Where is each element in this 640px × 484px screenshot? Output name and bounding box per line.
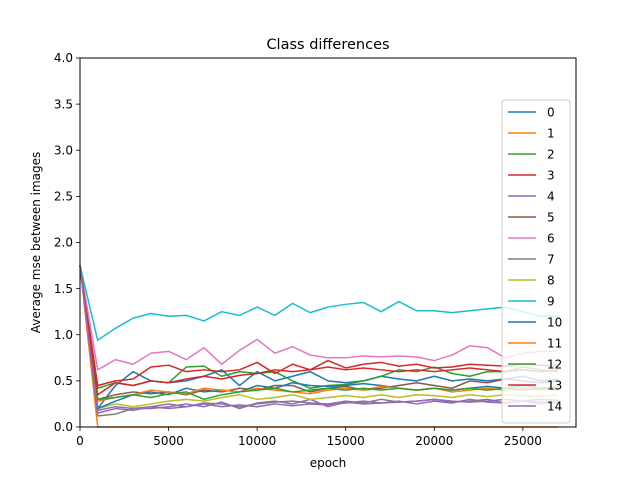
y-axis-label: Average mse between images	[29, 152, 43, 334]
series-line-12	[79, 265, 559, 401]
chart-title: Class differences	[266, 37, 389, 53]
y-tick-label: 4.0	[54, 51, 73, 65]
series-line-9	[79, 265, 559, 342]
legend-label-7: 7	[547, 253, 555, 267]
y-axis-ticks: 0.0 0.5 1.0 1.5 2.0 2.5 3.0 3.5 4.0	[54, 51, 80, 434]
series-line-7	[79, 265, 559, 417]
x-tick-label: 20000	[415, 434, 453, 448]
legend-label-10: 10	[547, 316, 562, 330]
legend-label-2: 2	[547, 148, 555, 162]
series-line-8	[79, 265, 559, 410]
legend-label-13: 13	[547, 379, 562, 393]
series-line-14	[79, 265, 559, 414]
y-tick-label: 2.5	[54, 190, 73, 204]
series-line-13	[79, 265, 559, 396]
legend-label-3: 3	[547, 169, 555, 183]
series-line-3	[79, 265, 559, 387]
series-line-10	[79, 265, 559, 410]
legend-label-14: 14	[547, 400, 562, 414]
x-axis-label: epoch	[310, 456, 347, 470]
legend-label-12: 12	[547, 358, 562, 372]
y-tick-label: 3.5	[54, 97, 73, 111]
series-layer	[79, 265, 559, 428]
x-tick-label: 5000	[153, 434, 184, 448]
legend-label-6: 6	[547, 232, 555, 246]
y-tick-label: 1.5	[54, 282, 73, 296]
legend-label-0: 0	[547, 106, 555, 120]
legend-label-9: 9	[547, 295, 555, 309]
legend-label-4: 4	[547, 190, 555, 204]
x-tick-label: 25000	[504, 434, 542, 448]
x-tick-label: 0	[76, 434, 84, 448]
legend-box	[501, 99, 571, 424]
series-line-6	[79, 265, 559, 371]
legend-label-8: 8	[547, 274, 555, 288]
y-tick-label: 2.0	[54, 236, 73, 250]
y-tick-label: 1.0	[54, 328, 73, 342]
y-tick-label: 3.0	[54, 143, 73, 157]
x-tick-label: 15000	[327, 434, 365, 448]
y-tick-label: 0.0	[54, 420, 73, 434]
x-axis-ticks: 0 5000 10000 15000 20000 25000	[76, 427, 542, 448]
x-tick-label: 10000	[238, 434, 276, 448]
y-tick-label: 0.5	[54, 374, 73, 388]
legend-label-1: 1	[547, 127, 555, 141]
legend-label-11: 11	[547, 337, 562, 351]
legend-label-5: 5	[547, 211, 555, 225]
